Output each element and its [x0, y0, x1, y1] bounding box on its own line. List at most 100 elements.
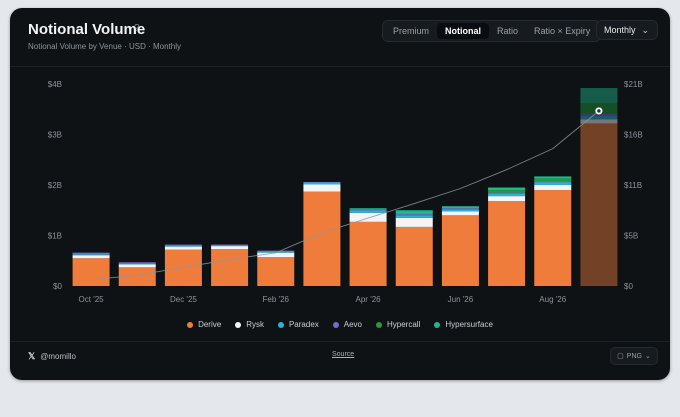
legend-item-hypersurface[interactable]: Hypersurface [434, 320, 493, 329]
y-right-tick-label: $11B [624, 181, 642, 190]
bar-segment-rysk [395, 217, 433, 227]
x-tick-label: Dec '25 [170, 295, 197, 304]
legend-item-paradex[interactable]: Paradex [277, 320, 319, 329]
y-right-tick-label: $21B [624, 80, 643, 89]
bar-segment-aevo [580, 113, 618, 116]
x-tick-label: Feb '26 [263, 295, 290, 304]
bar-segment-hypersurface [395, 210, 433, 215]
bar-segment-hypercall [488, 190, 526, 193]
bar-segment-rysk [211, 246, 249, 250]
bar-segment-derive [257, 257, 295, 286]
chart-subtitle: Notional Volume by Venue · USD · Monthly [28, 42, 181, 51]
chevron-down-icon: ⌄ [644, 353, 651, 360]
export-png-button[interactable]: ▢ PNG ⌄ [610, 347, 658, 365]
legend-dot-hypercall [376, 321, 382, 328]
bar-segment-aevo [441, 208, 479, 210]
legend-label: Paradex [288, 320, 319, 329]
cumulative-line [91, 110, 600, 281]
bar-segment-paradex [534, 182, 572, 185]
bar-segment-derive [580, 123, 618, 286]
legend-label: Derive [198, 320, 222, 329]
bar-segment-aevo [395, 214, 433, 216]
legend-item-hypercall[interactable]: Hypercall [376, 320, 420, 329]
bar-segment-derive [72, 258, 110, 286]
chevron-down-icon: ⌄ [641, 25, 649, 35]
bar-segment-derive [303, 191, 341, 286]
legend-dot-aevo [332, 321, 339, 328]
bar-segment-hypersurface [488, 187, 526, 191]
bar-segment-paradex [211, 245, 249, 247]
legend-item-aevo[interactable]: Aevo [332, 320, 362, 329]
bar-segment-rysk [303, 184, 341, 192]
page-title: Notional Volume [28, 21, 146, 38]
y-left-tick-label: $2B [48, 181, 62, 190]
bar-segment-paradex [441, 209, 479, 212]
bar-segment-aevo [303, 181, 341, 183]
metric-tabs: Premium Notional Ratio Ratio × Expiry [382, 20, 602, 42]
bar-segment-hypercall [534, 178, 572, 182]
bar-segment-derive [488, 201, 526, 286]
chart-svg: $0 $1B $2B $3B $4B $0 $5B $11B $16B $21B Oct '25 De… [48, 80, 643, 304]
bar-segment-paradex [118, 263, 156, 265]
bar-segment-rysk [488, 196, 526, 202]
bar-segment-rysk [257, 252, 295, 258]
help-icon[interactable]: ? [134, 23, 140, 34]
bar-segment-rysk [349, 212, 387, 222]
source-link[interactable]: Source [332, 351, 355, 358]
bar-segment-paradex [580, 115, 618, 120]
legend-dot-paradex [277, 321, 284, 328]
bar-segment-aevo [488, 192, 526, 194]
bar-segment-rysk [580, 119, 618, 124]
bar-segment-paradex [488, 193, 526, 197]
legend-label: Hypercall [387, 320, 421, 329]
period-select-value: Monthly [604, 25, 636, 35]
period-select[interactable]: Monthly ⌄ [596, 20, 658, 40]
legend-label: Aevo [343, 320, 362, 329]
tab-premium[interactable]: Premium [393, 26, 430, 36]
bar-segment-hypersurface [349, 208, 387, 210]
bar-segment-aevo [211, 244, 249, 246]
bar-segment-hypersurface [534, 176, 572, 179]
y-left-tick-label: $3B [48, 131, 62, 140]
bar-segment-rysk [118, 264, 156, 268]
bar-segment-paradex [72, 254, 110, 256]
y-left-tick-label: $4B [48, 80, 62, 89]
y-right-tick-label: $5B [624, 232, 638, 241]
legend-dot-derive [187, 321, 194, 328]
export-label: PNG [626, 352, 642, 360]
y-left-tick-label: $0 [53, 282, 62, 291]
bar-segment-hypersurface [441, 206, 479, 209]
bar-segment-rysk [72, 255, 110, 259]
legend-item-rysk[interactable]: Rysk [235, 320, 264, 329]
x-tick-label: Jun '26 [448, 295, 474, 304]
legend-label: Hypersurface [445, 320, 493, 329]
y-right-tick-label: $0 [624, 282, 633, 291]
bar-segment-aevo [164, 244, 202, 246]
header-divider [10, 66, 670, 67]
bar-segment-paradex [257, 251, 295, 253]
bar-segment-derive [395, 226, 433, 286]
legend-item-derive[interactable]: Derive [187, 320, 221, 329]
bar-segment-aevo [534, 181, 572, 183]
bar-segment-aevo [349, 209, 387, 211]
tab-ratio-expiry[interactable]: Ratio × Expiry [534, 26, 591, 36]
legend-label: Rysk [246, 320, 264, 329]
image-icon: ▢ [617, 353, 624, 360]
bar-segment-paradex [349, 210, 387, 213]
author-link[interactable]: 𝕏 @momillo [28, 351, 76, 362]
chart-card: Notional Volume ? Notional Volume by Ven… [10, 8, 670, 380]
x-tick-label: Apr '26 [356, 295, 382, 304]
bar-segment-derive [534, 190, 572, 286]
bar-segment-rysk [534, 185, 572, 191]
bar-segment-aevo [118, 262, 156, 264]
chart-legend: Derive Rysk Paradex Aevo Hypercall Hyper… [10, 320, 670, 329]
legend-dot-rysk [235, 321, 242, 328]
tab-notional[interactable]: Notional [437, 23, 490, 39]
bar-segment-derive [441, 215, 479, 286]
x-tick-label: Oct '25 [79, 295, 105, 304]
bar-segment-derive [211, 249, 249, 286]
bar-segment-derive [118, 267, 156, 286]
y-right-tick-label: $16B [624, 131, 643, 140]
tab-ratio[interactable]: Ratio [497, 26, 519, 36]
x-tick-label: Aug '26 [539, 295, 566, 304]
